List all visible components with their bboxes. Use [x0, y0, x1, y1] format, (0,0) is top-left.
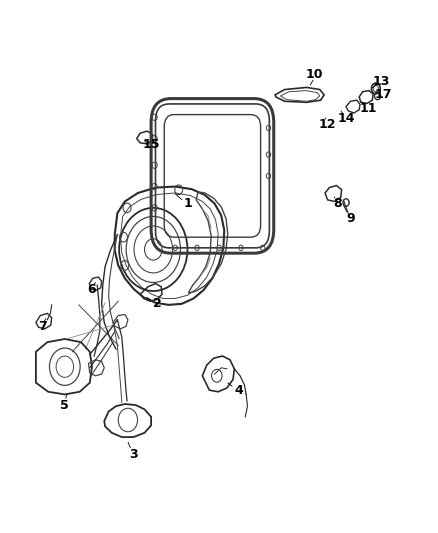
Text: 11: 11	[359, 102, 377, 115]
Text: 5: 5	[60, 399, 69, 411]
Text: 8: 8	[333, 197, 342, 210]
Text: 3: 3	[129, 448, 138, 461]
Text: 2: 2	[153, 297, 162, 310]
Text: 1: 1	[184, 197, 193, 210]
Text: 15: 15	[142, 139, 160, 151]
Text: 10: 10	[306, 68, 323, 81]
Text: 12: 12	[319, 118, 336, 131]
Text: 6: 6	[88, 284, 96, 296]
Text: 7: 7	[39, 320, 47, 333]
Text: 13: 13	[372, 75, 390, 87]
Text: 14: 14	[337, 112, 355, 125]
Text: 9: 9	[346, 212, 355, 225]
Text: 17: 17	[375, 88, 392, 101]
Text: 4: 4	[234, 384, 243, 397]
